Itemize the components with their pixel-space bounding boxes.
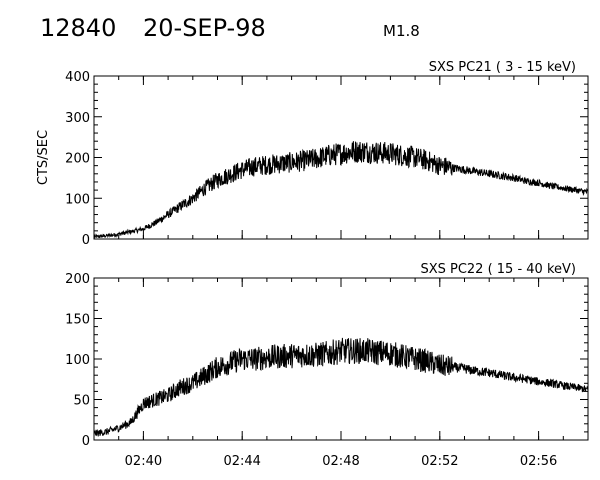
- x-tick-label: 02:56: [520, 454, 557, 469]
- y-tick-label: 150: [65, 313, 90, 328]
- y-tick-label: 200: [65, 272, 90, 287]
- flare-class: M1.8: [383, 22, 420, 40]
- y-tick-label: 400: [65, 70, 90, 85]
- event-number: 12840: [40, 14, 117, 42]
- y-tick-label: 200: [65, 152, 90, 167]
- plot-title: SXS PC21 ( 3 - 15 keV): [429, 60, 576, 75]
- y-axis-label: CTS/SEC: [36, 130, 51, 185]
- y-tick-label: 0: [82, 233, 90, 248]
- x-tick-label: 02:40: [125, 454, 162, 469]
- plot-title: SXS PC22 ( 15 - 40 keV): [420, 262, 576, 277]
- y-tick-label: 300: [65, 111, 90, 126]
- y-tick-label: 0: [82, 434, 90, 449]
- data-line: [93, 337, 589, 437]
- event-date: 20-SEP-98: [143, 14, 266, 42]
- x-tick-label: 02:48: [322, 454, 359, 469]
- x-tick-label: 02:44: [223, 454, 260, 469]
- y-tick-label: 100: [65, 192, 90, 207]
- x-tick-label: 02:52: [421, 454, 458, 469]
- data-line: [93, 141, 588, 240]
- y-tick-label: 50: [73, 394, 90, 409]
- y-tick-label: 100: [65, 353, 90, 368]
